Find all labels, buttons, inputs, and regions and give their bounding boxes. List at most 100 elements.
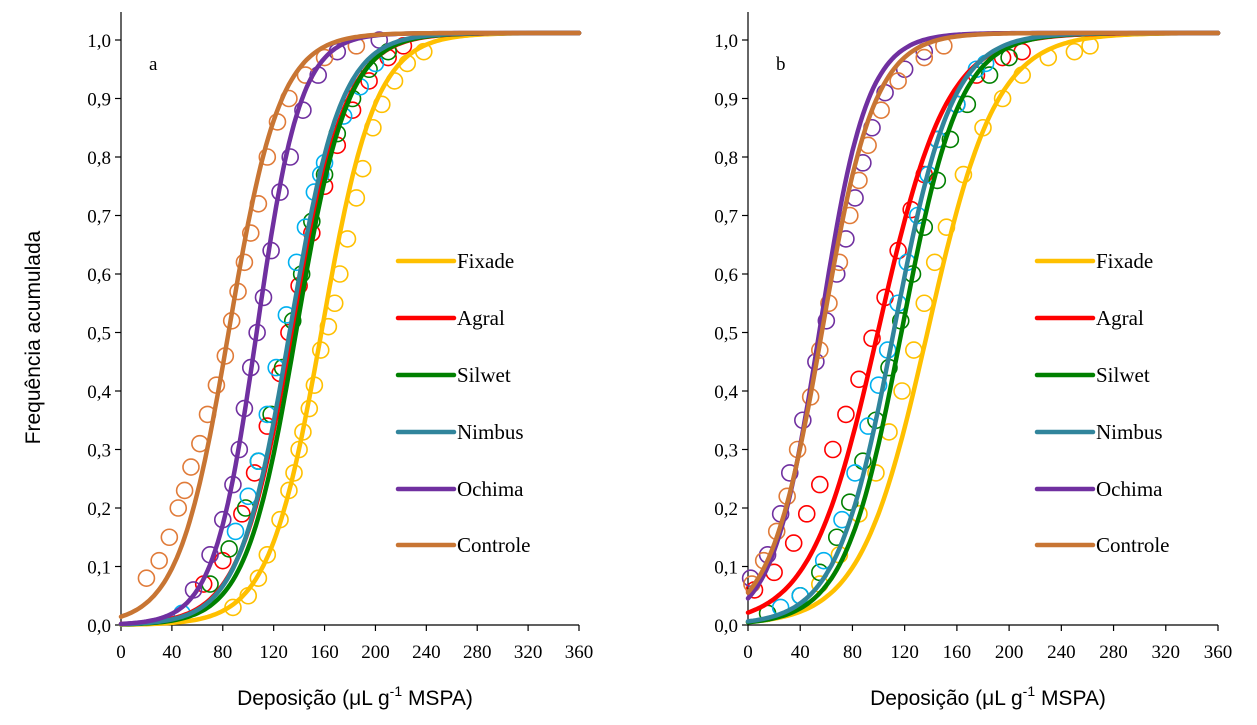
x-tick-label: 240 xyxy=(1047,642,1076,663)
y-tick-label: 0,0 xyxy=(87,616,111,637)
x-tick-label: 200 xyxy=(995,642,1024,663)
data-point xyxy=(150,551,168,570)
data-point xyxy=(169,499,188,517)
x-axis-label-unit: MSPA) xyxy=(1035,687,1106,710)
x-tick-label: 360 xyxy=(1204,642,1233,663)
data-point xyxy=(824,440,842,459)
data-point xyxy=(797,505,816,523)
data-point xyxy=(784,534,803,552)
panel-label: b xyxy=(776,54,786,75)
data-point xyxy=(220,540,238,558)
data-point xyxy=(915,294,934,313)
data-point xyxy=(863,329,881,348)
data-point xyxy=(837,405,855,424)
data-point xyxy=(893,382,911,400)
x-tick-label: 160 xyxy=(943,642,972,663)
data-point xyxy=(360,72,378,90)
y-tick-label: 0,8 xyxy=(87,148,111,169)
y-tick-label: 0,4 xyxy=(87,382,111,403)
x-axis-label-main: Deposição (μL g xyxy=(237,687,390,710)
series-line-controle xyxy=(118,30,582,619)
x-axis-label-main: Deposição (μL g xyxy=(870,687,1023,710)
x-tick-label: 40 xyxy=(791,642,810,663)
x-axis-label-superscript: -1 xyxy=(1023,683,1036,699)
y-tick-label: 1,0 xyxy=(87,31,111,52)
y-tick-label: 0,7 xyxy=(714,207,738,228)
data-point xyxy=(175,481,194,500)
x-tick-label: 0 xyxy=(116,642,126,663)
data-point xyxy=(160,528,179,547)
y-tick-label: 0,2 xyxy=(87,499,111,520)
legend-label-silwet: Silwet xyxy=(457,363,511,387)
data-point xyxy=(241,224,260,242)
y-tick-label: 1,0 xyxy=(714,31,738,52)
x-tick-label: 80 xyxy=(213,642,232,663)
legend-label-fixade: Fixade xyxy=(1096,249,1153,273)
x-tick-label: 120 xyxy=(890,642,919,663)
legend-label-controle: Controle xyxy=(457,533,531,557)
y-tick-label: 0,4 xyxy=(714,382,738,403)
series-line-ochima xyxy=(745,30,1221,601)
series-nimbus xyxy=(173,54,385,623)
chart-panel-b: 0 40 80 120 160 200 240 280 320 360 0,0 0,1 0,2 0,3 0,… xyxy=(714,12,1232,710)
x-tick-label: 320 xyxy=(514,642,543,663)
data-point xyxy=(137,569,156,588)
data-point xyxy=(226,522,245,541)
x-tick-label: 280 xyxy=(1099,642,1128,663)
data-point xyxy=(281,148,300,166)
y-tick-label: 0,1 xyxy=(714,558,738,579)
legend-label-nimbus: Nimbus xyxy=(457,420,524,444)
data-point xyxy=(315,48,334,67)
x-tick-label: 40 xyxy=(162,642,181,663)
x-axis-label-superscript: -1 xyxy=(390,683,403,699)
y-tick-label: 0,2 xyxy=(714,499,738,520)
legend-label-agral: Agral xyxy=(457,306,505,330)
data-point xyxy=(213,551,232,570)
legend-label-controle: Controle xyxy=(1096,533,1170,557)
y-tick-label: 0,5 xyxy=(87,324,111,345)
data-point xyxy=(233,505,251,523)
legend-label-ochima: Ochima xyxy=(457,477,524,501)
y-tick-label: 0,8 xyxy=(714,148,738,169)
y-tick-label: 0,1 xyxy=(87,558,111,579)
y-axis-label: Frequência acumulada xyxy=(22,230,45,444)
y-tick-label: 0,6 xyxy=(87,265,111,286)
data-point xyxy=(1000,48,1018,67)
x-tick-label: 240 xyxy=(412,642,441,663)
data-point xyxy=(1065,42,1084,61)
x-tick-label: 320 xyxy=(1152,642,1181,663)
y-tick-label: 0,3 xyxy=(87,441,111,462)
x-axis-label-unit: MSPA) xyxy=(402,687,473,710)
series-line-controle xyxy=(745,30,1221,595)
legend: Fixade Agral Silwet Nimbus Ochima Controle xyxy=(1034,249,1170,557)
series-silwet xyxy=(758,48,1018,623)
x-axis-label: Deposição (μL g-1 MSPA) xyxy=(237,683,473,710)
data-point xyxy=(869,376,888,394)
data-point xyxy=(258,545,277,564)
x-tick-label: 0 xyxy=(743,642,753,663)
data-point xyxy=(867,464,885,482)
x-tick-label: 360 xyxy=(565,642,594,663)
data-point xyxy=(182,458,200,476)
panel-label: a xyxy=(149,54,158,75)
y-tick-label: 0,6 xyxy=(714,265,738,286)
chart-panel-a: 0 40 80 120 160 200 240 280 320 360 0,0 0,1 0,2 0,3 0,… xyxy=(22,12,593,710)
legend-label-silwet: Silwet xyxy=(1096,363,1150,387)
y-tick-label: 0,3 xyxy=(714,441,738,462)
legend-label-nimbus: Nimbus xyxy=(1096,420,1163,444)
data-point xyxy=(889,72,907,90)
y-tick-label: 0,7 xyxy=(87,207,111,228)
x-tick-label: 80 xyxy=(843,642,862,663)
x-tick-label: 120 xyxy=(259,642,288,663)
legend-label-ochima: Ochima xyxy=(1096,477,1163,501)
x-tick-label: 200 xyxy=(361,642,390,663)
data-point xyxy=(780,464,799,482)
legend-label-agral: Agral xyxy=(1096,306,1144,330)
data-point xyxy=(905,341,923,359)
y-tick-label: 0,0 xyxy=(714,616,738,637)
x-tick-label: 160 xyxy=(310,642,339,663)
data-point xyxy=(239,487,258,506)
series-nimbus xyxy=(771,54,995,617)
